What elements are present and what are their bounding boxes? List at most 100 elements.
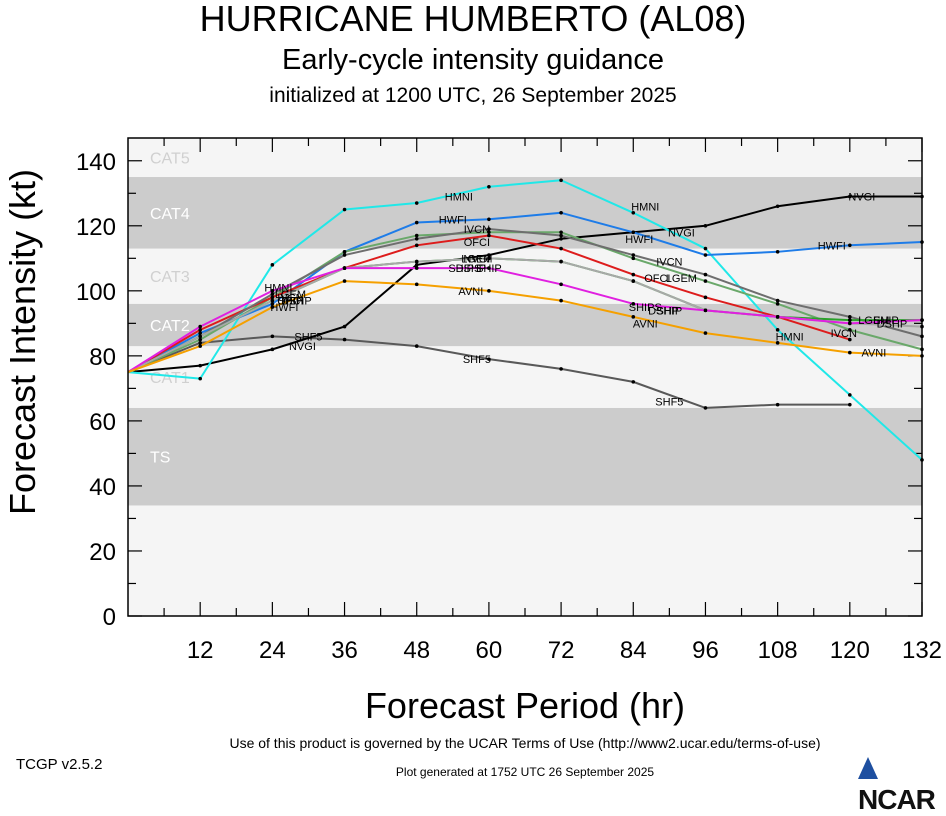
series-label-hmni: HMNI bbox=[776, 331, 804, 343]
data-point-shf5 bbox=[703, 406, 708, 410]
y-tick-label: 120 bbox=[76, 214, 116, 241]
series-label-hmni: HMNI bbox=[264, 283, 292, 295]
x-tick-label: 12 bbox=[187, 637, 214, 664]
series-label-nvgi: NVGI bbox=[668, 227, 695, 239]
data-point-nvgi bbox=[775, 204, 780, 209]
data-point-ofci bbox=[198, 328, 202, 332]
data-point-ofci bbox=[631, 272, 636, 277]
series-labels: SHF5SHF5SHF5NVGINVGINVGINVGIHMNIHMNIHMNI… bbox=[264, 192, 907, 409]
category-bands: TS CAT1 CAT2 CAT3 CAT4 CAT5 bbox=[128, 138, 922, 616]
series-line-lgem bbox=[127, 228, 923, 374]
data-point-avni bbox=[342, 279, 347, 283]
axis-ticks: 12 24 36 48 60 72 84 96 108 120 132 0 20 40 60 80 100 120… bbox=[76, 138, 942, 664]
series-label-hwfi: HWFI bbox=[625, 234, 653, 246]
y-tick-label: 80 bbox=[89, 344, 116, 371]
y-tick-label: 100 bbox=[76, 279, 116, 306]
forecast-lines bbox=[127, 178, 924, 462]
data-point-avni bbox=[703, 331, 708, 335]
series-label-ship: SHIP bbox=[873, 315, 899, 327]
data-point-ofci bbox=[487, 233, 491, 238]
series-line-avni bbox=[127, 280, 923, 374]
data-point-hmni bbox=[198, 376, 202, 381]
x-tick-label: 48 bbox=[403, 637, 430, 664]
series-label-lgem: LGEM bbox=[858, 315, 889, 327]
data-point-dshp bbox=[631, 279, 636, 283]
series-label-avni: AVNI bbox=[861, 348, 886, 360]
series-label-ivcn: IVCN bbox=[656, 257, 682, 269]
data-point-shf5 bbox=[487, 357, 491, 361]
series-label-ivcn: IVCN bbox=[831, 328, 857, 340]
series-label-avni: AVNI bbox=[458, 286, 483, 298]
band-cat4 bbox=[128, 177, 922, 249]
band-cat1 bbox=[128, 346, 922, 408]
data-point-hmni bbox=[414, 201, 419, 205]
band-cat2 bbox=[128, 303, 922, 347]
x-tick-label: 84 bbox=[620, 637, 647, 664]
data-point-lgem bbox=[270, 292, 275, 296]
series-label-nvgi: NVGI bbox=[463, 253, 490, 265]
data-point-hwfi bbox=[631, 230, 636, 235]
data-point-lgem bbox=[703, 272, 708, 277]
data-point-lgem bbox=[559, 233, 563, 238]
series-label-ivcn: IVCN bbox=[464, 224, 490, 236]
data-point-hmni bbox=[270, 263, 275, 267]
data-point-ships bbox=[631, 302, 636, 306]
data-point-dshp bbox=[487, 256, 491, 261]
data-point-avni bbox=[631, 315, 636, 319]
data-point-nvgi bbox=[270, 347, 275, 352]
series-label-lgem: LGEM bbox=[461, 253, 492, 265]
x-tick-label: 96 bbox=[692, 637, 719, 664]
generated-time: Plot generated at 1752 UTC 26 September … bbox=[395, 765, 655, 779]
x-tick-label: 24 bbox=[259, 637, 286, 664]
data-point-dshp bbox=[414, 259, 419, 264]
band-label: CAT3 bbox=[150, 269, 190, 286]
data-point-avni bbox=[848, 350, 852, 355]
data-point-nvgi bbox=[414, 263, 419, 267]
data-point-nvgi bbox=[703, 223, 708, 228]
data-point-ofci bbox=[559, 246, 563, 251]
data-point-hmni bbox=[342, 207, 347, 212]
init-time: initialized at 1200 UTC, 26 September 20… bbox=[269, 84, 677, 107]
data-point-avni bbox=[487, 289, 491, 293]
band-ts bbox=[128, 407, 922, 506]
series-label-ships: SHIPS bbox=[448, 263, 481, 275]
x-axis-label: Forecast Period (hr) bbox=[365, 685, 685, 726]
data-point-shf5 bbox=[414, 344, 419, 348]
x-tick-label: 60 bbox=[476, 637, 503, 664]
data-point-nvgi bbox=[848, 194, 852, 199]
series-label-ofci: OFCI bbox=[277, 296, 303, 308]
x-tick-label: 108 bbox=[758, 637, 798, 664]
data-point-hwfi bbox=[414, 220, 419, 225]
data-point-hwfi bbox=[703, 253, 708, 257]
series-label-ship: SHIP bbox=[278, 296, 304, 308]
data-point-lgem bbox=[414, 237, 419, 241]
data-point-avni bbox=[270, 305, 275, 309]
x-tick-label: 120 bbox=[830, 637, 870, 664]
data-point-ivcn bbox=[848, 328, 852, 332]
band-label: CAT2 bbox=[150, 318, 190, 335]
data-point-shf5 bbox=[775, 402, 780, 407]
terms-of-use: Use of this product is governed by the U… bbox=[229, 735, 821, 751]
data-point-lgem bbox=[631, 253, 636, 257]
series-label-nvgi: NVGI bbox=[289, 341, 316, 353]
data-point-ofci bbox=[848, 337, 852, 342]
series-label-dshp: DSHP bbox=[281, 296, 312, 308]
series-line-nvgi bbox=[127, 195, 922, 374]
series-label-nvgi: NVGI bbox=[848, 192, 875, 204]
series-label-hmni: HMNI bbox=[445, 192, 473, 204]
data-point-lgem bbox=[342, 253, 347, 257]
plot-frame bbox=[127, 137, 923, 617]
data-point-hmni bbox=[703, 246, 708, 251]
data-point-ofci bbox=[270, 295, 275, 300]
data-point-ivcn bbox=[487, 230, 491, 235]
data-point-hmni bbox=[848, 393, 852, 397]
data-point-lgem bbox=[487, 227, 491, 231]
x-tick-label: 36 bbox=[331, 637, 358, 664]
data-point-hwfi bbox=[848, 243, 852, 248]
data-point-hwfi bbox=[270, 302, 275, 306]
data-point-hwfi bbox=[487, 217, 491, 222]
x-tick-label: 132 bbox=[902, 637, 942, 664]
ncar-logo-icon bbox=[858, 757, 878, 779]
data-point-nvgi bbox=[559, 237, 563, 241]
y-tick-label: 140 bbox=[76, 149, 116, 176]
